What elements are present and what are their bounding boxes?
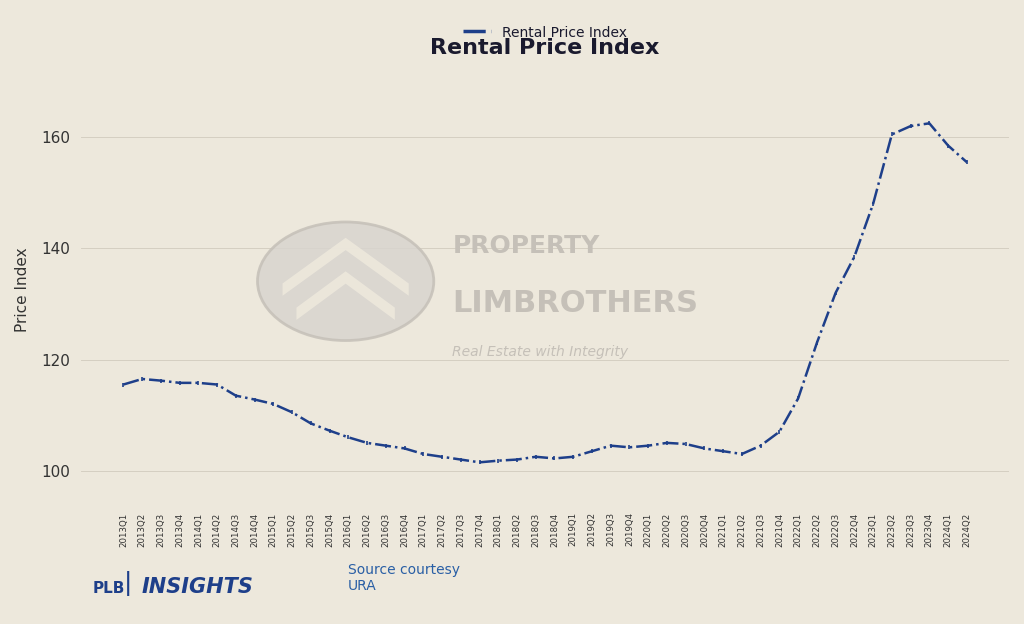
Text: PLB: PLB <box>92 581 125 596</box>
Legend: Rental Price Index: Rental Price Index <box>458 21 633 46</box>
Polygon shape <box>283 238 409 296</box>
Title: Rental Price Index: Rental Price Index <box>430 38 659 58</box>
Ellipse shape <box>257 222 434 341</box>
Text: LIMBROTHERS: LIMBROTHERS <box>453 289 698 318</box>
Polygon shape <box>297 271 395 320</box>
Y-axis label: Price Index: Price Index <box>15 248 30 333</box>
Text: PROPERTY: PROPERTY <box>453 234 600 258</box>
Text: INSIGHTS: INSIGHTS <box>141 577 253 597</box>
Text: Source courtesy
URA: Source courtesy URA <box>348 563 460 593</box>
Text: |: | <box>124 571 132 596</box>
Text: Real Estate with Integrity: Real Estate with Integrity <box>453 344 629 359</box>
